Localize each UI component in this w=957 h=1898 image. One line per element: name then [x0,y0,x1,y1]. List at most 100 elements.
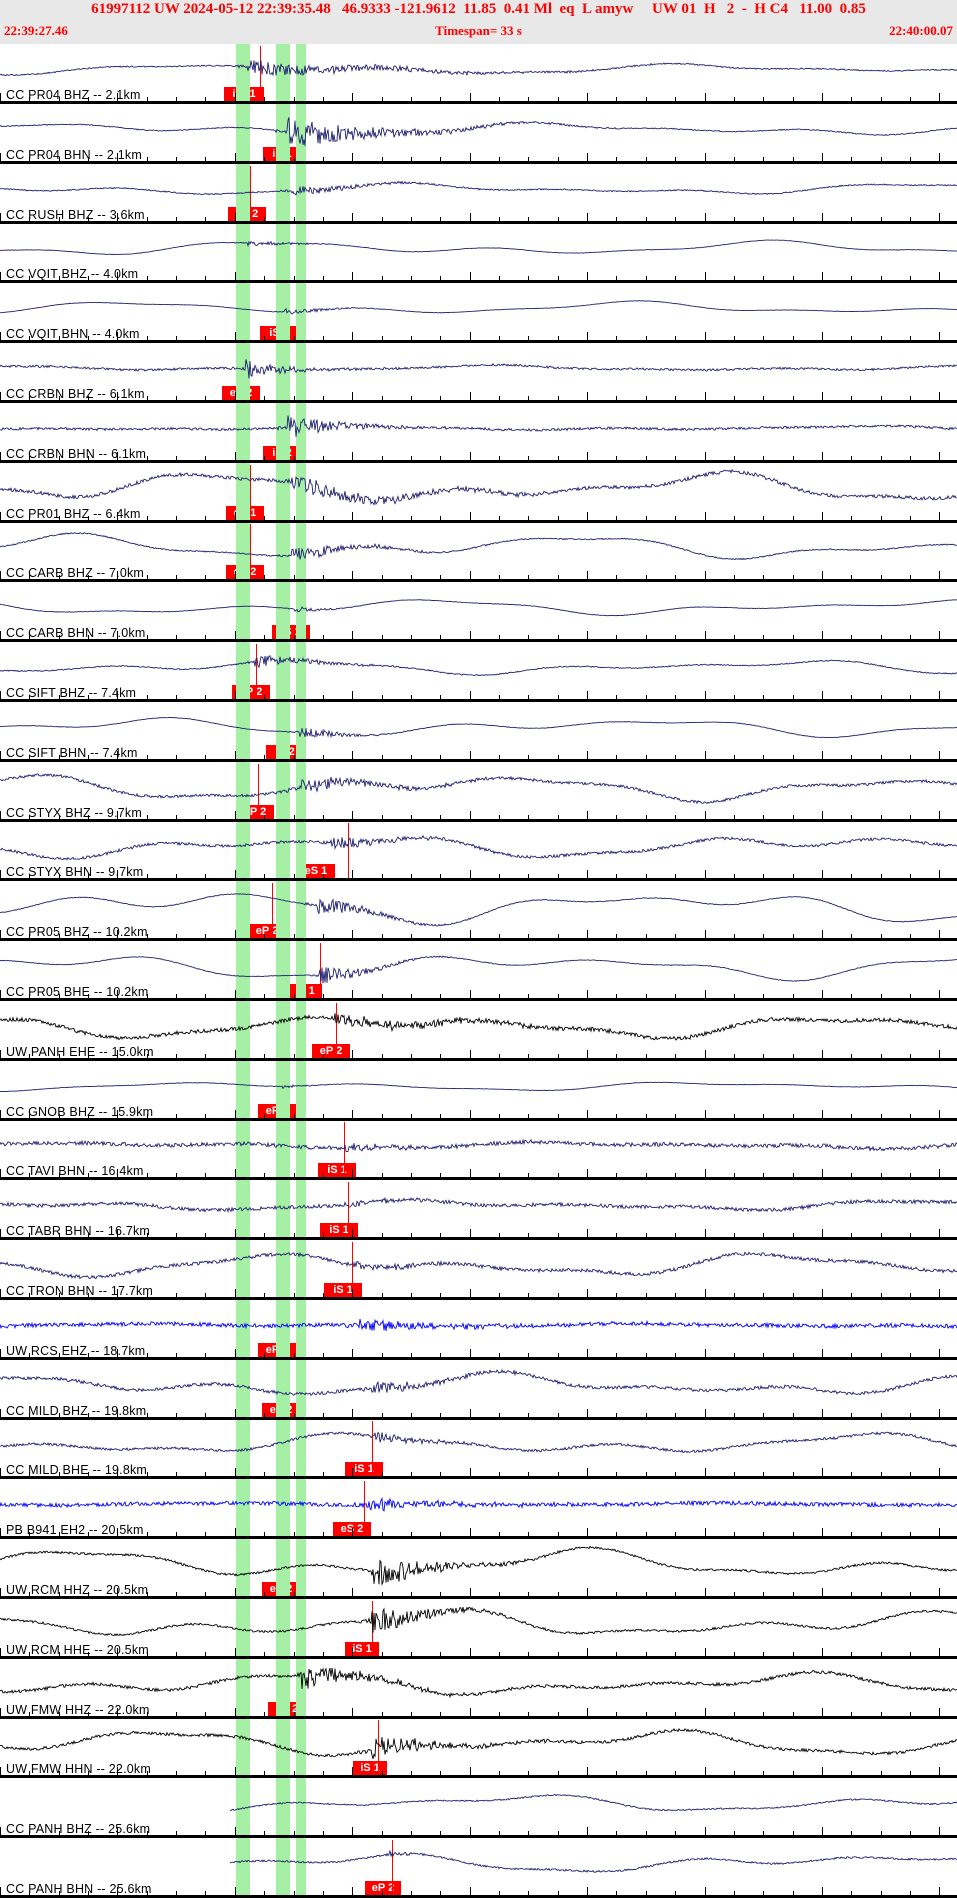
channel-label: CC PR05 BHE -- 10.2km [6,985,149,999]
phase-pick-marker[interactable] [258,764,259,820]
phase-pick-marker[interactable] [372,1421,373,1477]
axis-tick [411,276,412,280]
phase-pick-marker[interactable] [256,644,257,700]
axis-tick [147,276,148,280]
phase-pick-label[interactable]: iS 1 [318,1163,356,1177]
axis-tick [528,1233,529,1237]
axis-tick [29,1532,30,1536]
axis-tick [705,93,706,101]
trace-row[interactable] [0,403,957,463]
axis-tick [822,1409,823,1417]
phase-pick-marker[interactable] [364,1481,365,1537]
axis-tick [616,217,617,221]
phase-pick-label[interactable]: iS 1 [345,1462,383,1476]
trace-row[interactable] [0,1539,957,1599]
trace-row[interactable] [0,1718,957,1778]
axis-tick [558,456,559,460]
axis-tick [294,97,295,101]
trace-row[interactable] [0,1599,957,1659]
phase-pick-marker[interactable] [250,524,251,580]
axis-tick [763,1233,764,1237]
axis-tick [411,1114,412,1118]
axis-tick [176,575,177,579]
axis-tick [382,1293,383,1297]
trace-row[interactable] [0,463,957,523]
axis-tick [0,1289,1,1297]
trace-row[interactable] [0,582,957,642]
axis-tick [646,1054,647,1058]
axis-tick [205,1413,206,1417]
axis-tick [851,874,852,878]
axis-tick [59,1532,60,1536]
phase-pick-marker[interactable] [392,1840,393,1896]
phase-pick-marker[interactable] [336,1003,337,1059]
axis-tick [382,1413,383,1417]
trace-row[interactable] [0,1778,957,1838]
phase-pick-marker[interactable] [348,823,349,879]
phase-pick-marker[interactable] [272,883,273,939]
phase-pick-marker[interactable] [344,1122,345,1178]
phase-pick-marker[interactable] [348,1182,349,1238]
trace-row[interactable] [0,44,957,104]
trace-row[interactable] [0,522,957,582]
trace-row[interactable] [0,1120,957,1180]
trace-row[interactable] [0,283,957,343]
axis-tick [440,97,441,101]
trace-row[interactable] [0,821,957,881]
trace-row[interactable] [0,1838,957,1898]
trace-row[interactable] [0,223,957,283]
axis-tick [939,751,940,759]
axis-tick [176,157,177,161]
axis-tick [558,1891,559,1895]
phase-pick-label[interactable]: eS 1 [297,864,335,878]
trace-row[interactable] [0,1061,957,1121]
axis-tick [470,870,471,878]
trace-row[interactable] [0,1240,957,1300]
trace-row[interactable] [0,104,957,164]
trace-row[interactable] [0,941,957,1001]
axis-tick [822,1767,823,1775]
axis-tick [528,1712,529,1716]
phase-pick-label[interactable]: iS 1 [345,1642,379,1656]
trace-row[interactable] [0,1479,957,1539]
trace-row[interactable] [0,1659,957,1719]
trace-row[interactable] [0,1300,957,1360]
trace-row[interactable] [0,702,957,762]
axis-tick [88,1472,89,1476]
axis-tick [411,1592,412,1596]
trace-row[interactable] [0,343,957,403]
channel-label: CC TABR BHN -- 16.7km [6,1224,151,1238]
axis-tick [0,1169,1,1177]
axis-tick [705,213,706,221]
phase-pick-marker[interactable] [378,1720,379,1776]
axis-tick [763,695,764,699]
axis-tick [59,1173,60,1177]
phase-pick-marker[interactable] [250,166,251,222]
phase-pick-marker[interactable] [260,46,261,102]
axis-tick [470,392,471,400]
trace-row[interactable] [0,762,957,822]
waveform-plot-area[interactable]: CC PR04 BHZ -- 2.1kmiPd1CC PR04 BHN -- 2… [0,44,957,1898]
trace-row[interactable] [0,881,957,941]
axis-tick [294,336,295,340]
phase-pick-marker[interactable] [250,465,251,521]
axis-tick [382,1114,383,1118]
trace-row[interactable] [0,1419,957,1479]
axis-tick [352,1827,353,1835]
trace-row[interactable] [0,1180,957,1240]
axis-tick [822,751,823,759]
axis-tick [616,1173,617,1177]
axis-tick [235,571,236,579]
axis-tick [793,1592,794,1596]
axis-tick [587,870,588,878]
axis-tick [59,456,60,460]
phase-pick-marker[interactable] [352,1242,353,1298]
axis-tick [705,990,706,998]
trace-row[interactable] [0,642,957,702]
axis-tick [470,631,471,639]
axis-tick [616,456,617,460]
trace-row[interactable] [0,1360,957,1420]
trace-row[interactable] [0,164,957,224]
trace-row[interactable] [0,1001,957,1061]
axis-tick [88,516,89,520]
